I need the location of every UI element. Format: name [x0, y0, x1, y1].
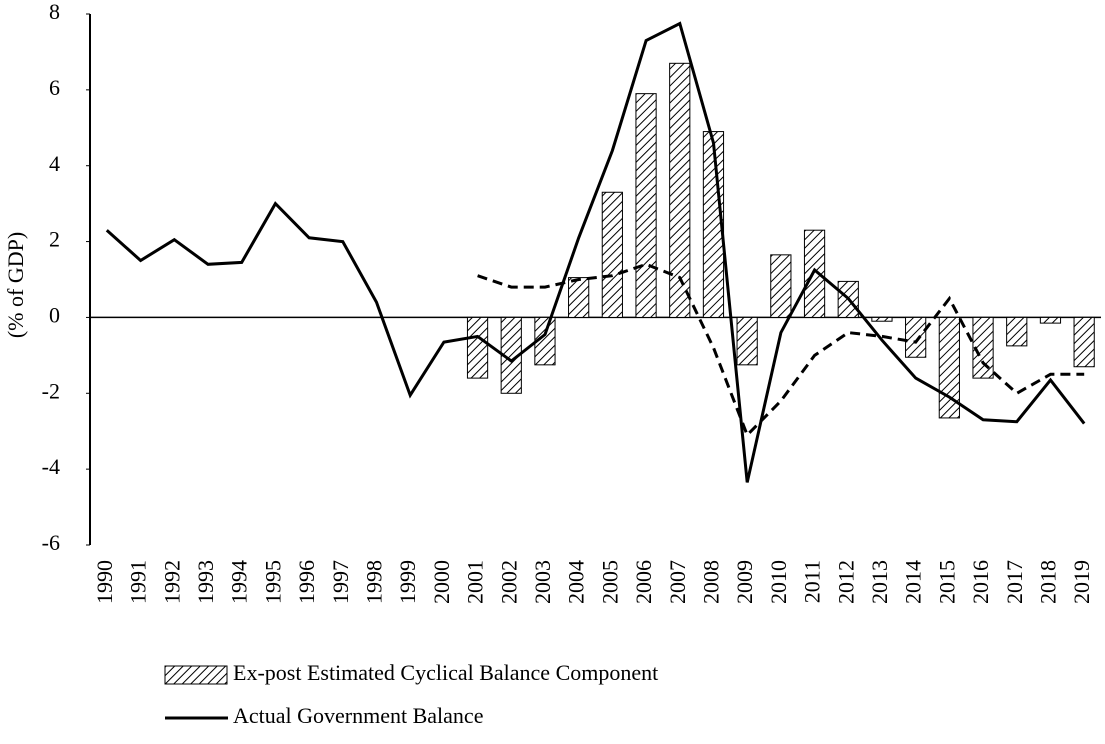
x-tick-label: 2014: [901, 560, 926, 604]
bar: [1039, 316, 1062, 324]
x-tick-label: 2000: [429, 560, 454, 604]
legend-swatch: [164, 665, 228, 685]
x-tick-label: 2012: [833, 560, 858, 604]
x-tick-label: 1998: [361, 560, 386, 604]
x-tick-label: 2005: [597, 560, 622, 604]
bar: [770, 254, 792, 318]
bar: [1073, 316, 1095, 368]
x-tick-label: 2001: [463, 560, 488, 604]
x-tick-label: 2008: [698, 560, 723, 604]
x-tick-label: 1999: [395, 560, 420, 604]
x-tick-label: 2013: [867, 560, 892, 604]
x-tick-label: 2002: [496, 560, 521, 604]
y-tick-label: -4: [42, 454, 60, 479]
x-tick-label: 1995: [260, 560, 285, 604]
x-tick-label: 2009: [732, 560, 757, 604]
bar: [871, 316, 893, 322]
line: [105, 21, 1086, 483]
x-tick-label: 2011: [800, 560, 825, 603]
x-tick-label: 2016: [968, 560, 993, 604]
bar: [803, 229, 826, 318]
bar: [1006, 316, 1028, 347]
x-tick-label: 2004: [564, 560, 589, 604]
x-tick-label: 1993: [193, 560, 218, 604]
x-tick-label: 1997: [328, 560, 353, 604]
x-tick-label: 1992: [159, 560, 184, 604]
x-tick-label: 2015: [934, 560, 959, 604]
bar: [466, 316, 489, 379]
x-tick-label: 1991: [126, 560, 151, 604]
x-tick-label: 2017: [1002, 560, 1027, 604]
x-tick-label: 2018: [1035, 560, 1060, 604]
bar: [972, 316, 994, 379]
y-tick-label: 6: [49, 75, 60, 100]
legend-label: Ex-post Estimated Cyclical Balance Compo…: [233, 660, 658, 685]
y-tick-label: 0: [49, 302, 60, 327]
bar: [669, 62, 691, 318]
line: [477, 262, 1085, 438]
x-tick-label: 1990: [92, 560, 117, 604]
x-tick-label: 2019: [1069, 560, 1094, 604]
x-tick-label: 1994: [227, 560, 252, 604]
bar: [905, 316, 927, 358]
y-tick-label: -2: [42, 378, 60, 403]
x-tick-label: 2010: [766, 560, 791, 604]
x-tick-label: 2006: [631, 560, 656, 604]
bar: [635, 93, 657, 318]
y-tick-label: 8: [49, 0, 60, 24]
y-tick-label: -6: [42, 530, 60, 555]
y-axis-label: (% of GDP): [3, 232, 28, 338]
x-tick-label: 2007: [665, 560, 690, 604]
bar: [601, 191, 623, 318]
bar: [736, 316, 758, 366]
legend-label: Actual Government Balance: [233, 703, 483, 728]
y-tick-label: 4: [49, 151, 60, 176]
bar: [568, 277, 590, 318]
x-tick-label: 1996: [294, 560, 319, 604]
x-tick-label: 2003: [530, 560, 555, 604]
y-tick-label: 2: [49, 227, 60, 252]
bar: [702, 131, 725, 318]
